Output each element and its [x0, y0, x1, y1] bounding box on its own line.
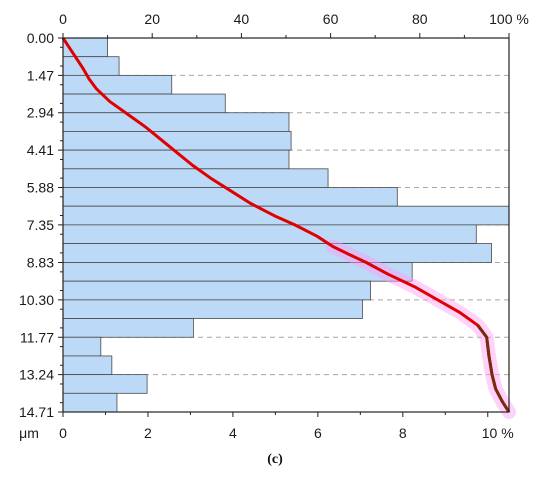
bar [62, 392, 118, 413]
bar [62, 374, 148, 394]
bar [62, 243, 492, 263]
bar [62, 280, 371, 301]
bar [62, 224, 477, 244]
bottom-tick-label: 6 [314, 425, 322, 441]
cumulative-curve [61, 37, 516, 419]
y-tick-label: 4.41 [27, 142, 54, 158]
axes: 0.00 1.47 2.94 4.41 5.88 7.35 8.83 10.30 11.77 13… [19, 11, 529, 441]
top-tick-label: 80 [412, 11, 428, 27]
panel-label: (c) [267, 452, 283, 467]
y-tick-label: 1.47 [27, 67, 54, 83]
histogram-bars [62, 37, 510, 413]
bar [62, 112, 290, 132]
y-tick-label: 14.71 [19, 404, 54, 420]
y-tick-label: 10.30 [19, 292, 54, 308]
bar [62, 336, 102, 357]
cumulative-line-deep [476, 324, 511, 413]
bar [62, 299, 363, 319]
y-tick-label: 11.77 [20, 329, 54, 345]
top-tick-label: 0 [59, 11, 67, 27]
top-tick-label: 20 [144, 11, 160, 27]
y-tick-label: 5.88 [27, 179, 54, 195]
bottom-tick-label: 0 [59, 425, 67, 441]
bottom-tick-label: 10 % [482, 425, 514, 441]
y-unit-label: μm [19, 425, 39, 441]
y-tick-label: 8.83 [27, 255, 54, 271]
bottom-tick-label: 2 [144, 425, 152, 441]
y-tick-label: 0.00 [27, 30, 54, 46]
y-tick-label: 13.24 [19, 367, 54, 383]
bar [62, 131, 292, 151]
bar [62, 355, 113, 376]
bar [62, 93, 226, 114]
y-tick-label: 2.94 [27, 105, 54, 121]
bar [62, 318, 194, 338]
bar [62, 168, 329, 188]
top-tick-label: 100 % [489, 11, 529, 27]
bar [62, 74, 173, 95]
top-tick-label: 60 [323, 11, 339, 27]
bar [62, 56, 120, 76]
bottom-tick-label: 4 [229, 425, 237, 441]
y-tick-label: 7.35 [27, 217, 54, 233]
top-tick-label: 40 [234, 11, 250, 27]
bottom-tick-label: 8 [399, 425, 407, 441]
